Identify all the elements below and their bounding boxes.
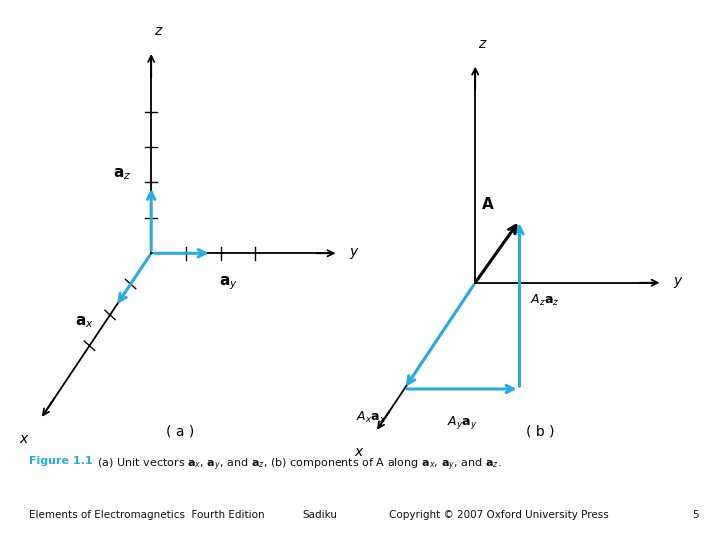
Text: 5: 5 bbox=[692, 510, 698, 521]
Text: Copyright © 2007 Oxford University Press: Copyright © 2007 Oxford University Press bbox=[389, 510, 608, 521]
Text: $z$: $z$ bbox=[153, 24, 163, 38]
Text: $\mathbf{a}_y$: $\mathbf{a}_y$ bbox=[219, 274, 238, 292]
Text: ( b ): ( b ) bbox=[526, 424, 554, 438]
Text: $\mathbf{a}_z$: $\mathbf{a}_z$ bbox=[113, 166, 132, 181]
Text: $y$: $y$ bbox=[349, 246, 360, 261]
Text: $z$: $z$ bbox=[477, 37, 487, 51]
Text: $A_x\mathbf{a}_x$: $A_x\mathbf{a}_x$ bbox=[356, 410, 386, 425]
Text: $\mathbf{a}_x$: $\mathbf{a}_x$ bbox=[76, 315, 94, 330]
Text: ( a ): ( a ) bbox=[166, 424, 194, 438]
Text: $y$: $y$ bbox=[673, 275, 684, 290]
Text: $x$: $x$ bbox=[19, 432, 30, 446]
Text: $x$: $x$ bbox=[354, 445, 364, 459]
Text: Sadiku: Sadiku bbox=[302, 510, 338, 521]
Text: $A_z\mathbf{a}_z$: $A_z\mathbf{a}_z$ bbox=[530, 293, 559, 308]
Text: (a) Unit vectors $\mathbf{a}_x$, $\mathbf{a}_y$, and $\mathbf{a}_z$, (b) compone: (a) Unit vectors $\mathbf{a}_x$, $\mathb… bbox=[94, 456, 501, 472]
Text: $\mathbf{A}$: $\mathbf{A}$ bbox=[480, 196, 494, 212]
Text: Figure 1.1: Figure 1.1 bbox=[29, 456, 92, 467]
Text: Elements of Electromagnetics  Fourth Edition: Elements of Electromagnetics Fourth Edit… bbox=[29, 510, 264, 521]
Text: $A_y\mathbf{a}_y$: $A_y\mathbf{a}_y$ bbox=[446, 414, 477, 431]
